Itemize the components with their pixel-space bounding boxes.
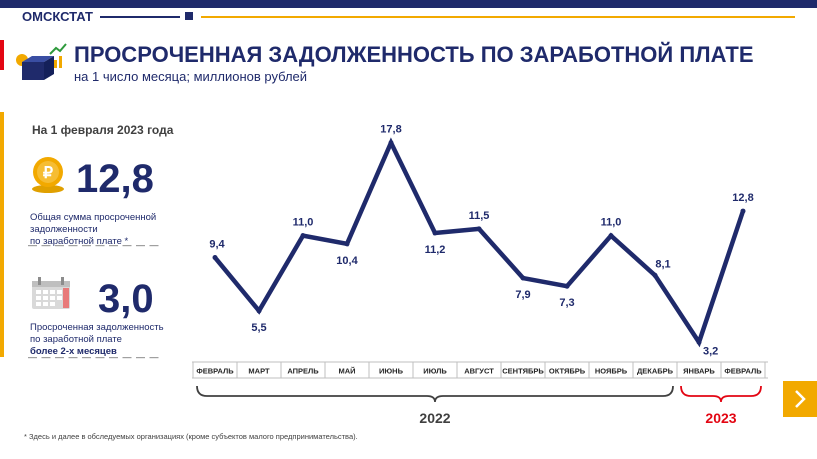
calendar-icon	[32, 277, 70, 309]
ruble-coin-icon: ₽	[32, 157, 64, 193]
x-tick-label: МАРТ	[248, 367, 270, 376]
data-label: 5,5	[251, 322, 266, 334]
data-point	[740, 208, 746, 214]
stat-total-value: 12,8	[76, 157, 154, 201]
stat-total-description: Общая сумма просроченной задолженности п…	[30, 212, 170, 248]
stat-total-desc-line: по заработной плате *	[30, 236, 129, 247]
brand-square	[185, 12, 193, 20]
x-tick-label: ДЕКАБРЬ	[637, 367, 674, 376]
x-tick-label: ФЕВРАЛЬ	[196, 367, 234, 376]
x-tick-label: ИЮЛЬ	[423, 367, 447, 376]
data-point	[212, 255, 218, 261]
data-point	[476, 226, 482, 232]
left-red-accent	[0, 40, 4, 70]
series-line	[213, 137, 746, 348]
data-label: 9,4	[209, 239, 225, 251]
data-point	[520, 275, 526, 281]
data-point	[388, 140, 394, 146]
data-point	[652, 272, 658, 278]
stat-total-desc-line: Общая сумма просроченной	[30, 212, 157, 223]
svg-text:₽: ₽	[43, 165, 53, 182]
stats-date-label: На 1 февраля 2023 года	[32, 123, 174, 137]
data-point	[564, 283, 570, 289]
x-tick-label: ФЕВРАЛЬ	[724, 367, 762, 376]
data-label: 11,2	[425, 244, 446, 256]
data-label: 7,9	[515, 289, 530, 301]
data-label: 11,0	[601, 217, 622, 229]
stat-overdue-desc-bold: более 2-х месяцев	[30, 346, 117, 357]
brand-name: ОМСКСТАТ	[22, 9, 93, 24]
stat-overdue-desc-line: Просроченная задолженность	[30, 322, 164, 333]
year-bracket	[196, 385, 674, 403]
x-tick-label: ОКТЯБРЬ	[549, 367, 586, 376]
page-subtitle: на 1 число месяца; миллионов рублей	[74, 69, 308, 84]
data-label: 17,8	[380, 124, 401, 136]
year-bracket	[680, 385, 762, 403]
brand-divider	[100, 16, 180, 18]
year-label: 2023	[705, 410, 736, 426]
x-tick-label: МАЙ	[338, 367, 355, 376]
stat-overdue-description: Просроченная задолженность по заработной…	[30, 322, 170, 358]
data-point	[344, 241, 350, 247]
top-bar	[0, 0, 817, 8]
x-tick-label: АПРЕЛЬ	[287, 367, 319, 376]
stat-overdue-value: 3,0	[98, 277, 154, 321]
data-label: 12,8	[732, 192, 753, 204]
data-label: 3,2	[703, 345, 718, 357]
data-label: 10,4	[336, 255, 358, 267]
data-point	[432, 230, 438, 236]
brand-accent-line	[201, 16, 795, 18]
stat-total-desc-line: задолженности	[30, 224, 98, 235]
year-label: 2022	[419, 410, 450, 426]
box-chart-icon	[16, 43, 67, 80]
data-point	[256, 308, 262, 314]
chevron-right-icon	[795, 390, 806, 408]
data-point	[300, 233, 306, 239]
x-tick-label: ИЮНЬ	[379, 367, 404, 376]
stat-divider: — — — — — — — — — — — — — — — — — —	[28, 240, 160, 250]
footnote: * Здесь и далее в обследуемых организаци…	[24, 432, 358, 441]
left-yellow-accent	[0, 112, 4, 357]
data-label: 8,1	[655, 258, 670, 270]
data-label: 11,0	[293, 217, 314, 229]
next-slide-button[interactable]	[783, 381, 817, 417]
x-tick-label: ЯНВАРЬ	[683, 367, 715, 376]
data-point	[696, 339, 702, 345]
x-tick-label: АВГУСТ	[464, 367, 494, 376]
data-label: 11,5	[469, 210, 490, 222]
stat-divider: — — — — — — — — — — — — — — — — — —	[28, 352, 160, 362]
x-tick-label: СЕНТЯБРЬ	[502, 367, 544, 376]
page-title: ПРОСРОЧЕННАЯ ЗАДОЛЖЕННОСТЬ ПО ЗАРАБОТНОЙ…	[74, 42, 754, 67]
stat-overdue-desc-line: по заработной плате	[30, 334, 122, 345]
data-label: 7,3	[559, 297, 574, 309]
data-point	[608, 233, 614, 239]
x-tick-label: НОЯБРЬ	[595, 367, 628, 376]
